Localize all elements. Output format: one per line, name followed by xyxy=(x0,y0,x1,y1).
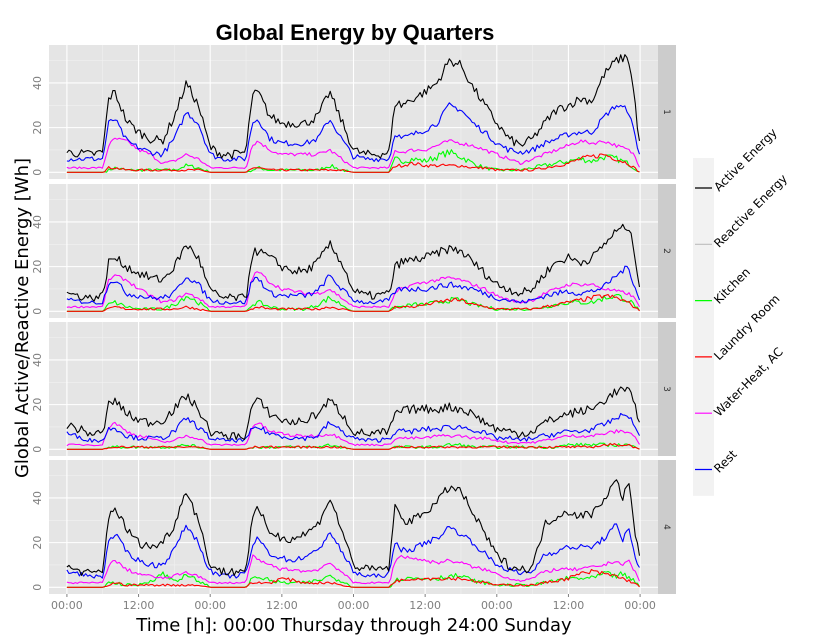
series-line-rest xyxy=(66,265,641,305)
series-line-laundry xyxy=(66,568,640,588)
series-line-rest xyxy=(66,102,641,163)
facet-strip-label: 4 xyxy=(661,524,671,530)
facet-strip xyxy=(658,45,676,179)
series-line-laundry xyxy=(66,443,640,450)
series-line-water xyxy=(66,271,640,309)
facet-strip xyxy=(658,322,676,456)
y-tick-label: 0 xyxy=(31,446,44,453)
legend-background xyxy=(693,158,714,496)
x-axis-title: Time [h]: 00:00 Thursday through 24:00 S… xyxy=(135,615,572,636)
series-line-active xyxy=(66,223,641,302)
x-tick-label: 12:00 xyxy=(123,599,155,612)
series-line-water xyxy=(66,421,640,447)
y-tick-label: 0 xyxy=(31,169,44,176)
x-tick-label: 00:00 xyxy=(194,599,226,612)
facet-strip-label: 1 xyxy=(661,109,671,115)
chart-title: Global Energy by Quarters xyxy=(216,20,495,45)
y-tick-label: 0 xyxy=(31,584,44,591)
x-tick-label: 12:00 xyxy=(409,599,441,612)
series-line-active xyxy=(66,386,640,440)
y-tick-label: 40 xyxy=(31,353,44,367)
facet-strip-label: 3 xyxy=(661,386,671,392)
facet-panel-3: 0 20 40 3 xyxy=(31,322,676,456)
y-tick-label: 20 xyxy=(31,536,44,550)
facet-panel-2: 0 20 40 2 xyxy=(31,184,676,318)
y-tick-label: 20 xyxy=(31,121,44,135)
legend-label: Rest xyxy=(711,447,740,476)
facet-strip xyxy=(658,184,676,318)
y-axis-title: Global Active/Reactive Energy [Wh] xyxy=(12,158,33,478)
series-line-active xyxy=(66,479,641,577)
series-line-active xyxy=(66,54,641,160)
x-tick-label: 12:00 xyxy=(266,599,298,612)
series-line-water xyxy=(66,137,640,170)
series-line-water xyxy=(66,554,641,585)
facet-panel-4: 0 20 40 4 xyxy=(31,460,676,594)
y-tick-label: 40 xyxy=(31,215,44,229)
x-tick-label: 00:00 xyxy=(481,599,513,612)
legend-label: Kitchen xyxy=(711,265,753,307)
series-line-rest xyxy=(66,412,640,443)
x-tick-label: 12:00 xyxy=(553,599,585,612)
x-tick-label: 00:00 xyxy=(51,599,83,612)
x-tick-label: 00:00 xyxy=(338,599,370,612)
facet-strip xyxy=(658,460,676,594)
y-tick-label: 20 xyxy=(31,260,44,274)
y-tick-label: 40 xyxy=(31,76,44,90)
series-line-laundry xyxy=(66,153,640,173)
facet-strip-label: 2 xyxy=(661,248,671,254)
y-tick-label: 40 xyxy=(31,491,44,505)
series-line-rest xyxy=(66,523,640,579)
x-tick-label: 00:00 xyxy=(624,599,656,612)
facet-panel-1: 0 20 40 1 xyxy=(31,45,676,179)
y-tick-label: 0 xyxy=(31,308,44,315)
y-tick-label: 20 xyxy=(31,398,44,412)
series-line-laundry xyxy=(66,293,640,312)
